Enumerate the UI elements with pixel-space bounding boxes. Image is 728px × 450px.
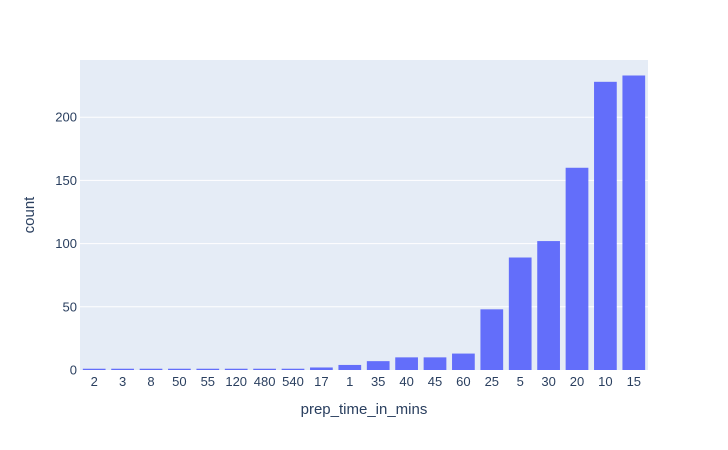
bar-20[interactable] (565, 167, 589, 370)
bar-40[interactable] (395, 357, 418, 370)
x-tick-label: 8 (147, 374, 154, 389)
x-tick-label: 120 (225, 374, 247, 389)
x-tick-label: 17 (314, 374, 328, 389)
x-tick-label: 1 (346, 374, 353, 389)
bar-15[interactable] (622, 75, 646, 370)
bar-480[interactable] (253, 368, 276, 370)
x-tick-label: 15 (627, 374, 641, 389)
bar-1[interactable] (338, 364, 362, 370)
x-tick-label: 10 (598, 374, 612, 389)
y-tick-label: 200 (55, 110, 77, 125)
x-tick-label: 50 (172, 374, 186, 389)
bar-8[interactable] (139, 368, 163, 370)
x-tick-label: 20 (570, 374, 584, 389)
bar-45[interactable] (423, 357, 447, 370)
x-tick-label: 3 (119, 374, 126, 389)
x-tick-label: 35 (371, 374, 385, 389)
x-tick-label: 45 (428, 374, 442, 389)
bar-2[interactable] (82, 368, 106, 370)
bar-120[interactable] (224, 368, 248, 370)
x-tick-label: 540 (282, 374, 304, 389)
y-tick-label: 100 (55, 236, 77, 251)
x-axis-title: prep_time_in_mins (301, 401, 428, 418)
x-tick-label: 5 (517, 374, 524, 389)
x-tick-label: 480 (254, 374, 276, 389)
y-tick-label: 50 (63, 299, 77, 314)
y-tick-label: 150 (55, 173, 77, 188)
bar-55[interactable] (196, 368, 220, 370)
bar-25[interactable] (480, 309, 504, 370)
y-tick-label: 0 (70, 363, 77, 378)
x-tick-label: 55 (201, 374, 215, 389)
bar-17[interactable] (310, 367, 333, 370)
x-tick-label: 40 (399, 374, 413, 389)
x-tick-label: 2 (91, 374, 98, 389)
bar-5[interactable] (508, 257, 532, 370)
plot-area (80, 60, 648, 370)
bar-3[interactable] (111, 368, 134, 370)
y-axis-title: count (21, 196, 38, 234)
bar-540[interactable] (281, 368, 305, 370)
bar-30[interactable] (537, 241, 560, 370)
x-tick-label: 60 (456, 374, 470, 389)
bar-60[interactable] (452, 353, 475, 370)
x-axis-ticks: 2 3 8 50 55 120 480 540 17 1 35 40 45 60 25 5 30 20 10 15 (91, 374, 641, 389)
bar-35[interactable] (366, 361, 390, 370)
bar-50[interactable] (168, 368, 191, 370)
x-tick-label: 25 (485, 374, 499, 389)
y-axis-ticks: 0 50 100 150 200 (55, 110, 77, 378)
bar-10[interactable] (594, 81, 617, 370)
bars (82, 75, 646, 370)
x-tick-label: 30 (541, 374, 555, 389)
